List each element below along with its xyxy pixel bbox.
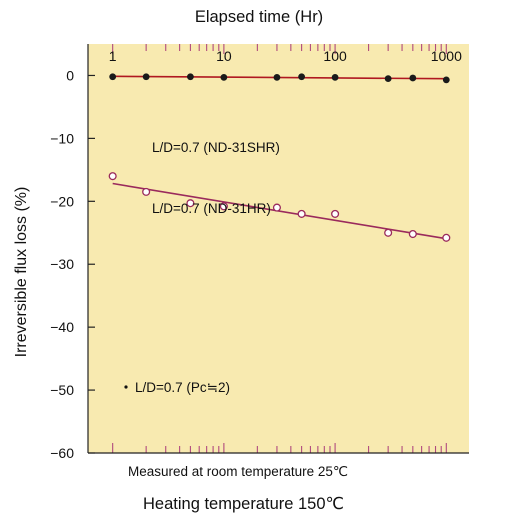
point-s1-8 <box>408 229 417 239</box>
y-tick-label-2: −20 <box>50 193 74 209</box>
x-tick-label-100: 100 <box>323 48 347 64</box>
point-s0-1 <box>142 73 150 81</box>
annotation-bullet <box>124 385 128 389</box>
point-s0-3 <box>220 73 228 81</box>
point-s0-7 <box>384 75 392 83</box>
point-s1-3 <box>219 202 228 211</box>
y-axis-title: Irreversible flux loss (%) <box>13 187 30 358</box>
point-s0-8 <box>409 74 417 82</box>
point-s1-1 <box>142 187 151 196</box>
point-s0-5 <box>298 73 306 81</box>
annotation-pc2: L/D=0.7 (Pc≒2) <box>135 380 230 395</box>
top-axis-title: Elapsed time (Hr) <box>195 8 323 26</box>
measurement-note: Measured at room temperature 25℃ <box>128 464 348 479</box>
trend-line-1 <box>112 182 447 240</box>
y-tick-label-1: −10 <box>50 130 74 146</box>
x-tick-label-1: 1 <box>109 48 117 64</box>
point-s0-6 <box>331 73 339 81</box>
y-tick-label-0: 0 <box>66 67 74 83</box>
point-s1-6 <box>331 209 340 218</box>
point-s1-4 <box>272 203 281 212</box>
data-points <box>108 73 451 242</box>
y-tick-label-6: −60 <box>50 445 74 461</box>
minor-tick-marks <box>112 44 447 453</box>
x-tick-label-10: 10 <box>216 48 232 64</box>
point-s0-0 <box>109 73 117 81</box>
point-s0-9 <box>442 76 450 84</box>
point-s1-9 <box>442 233 451 242</box>
point-s1-7 <box>384 228 393 237</box>
point-s0-2 <box>187 73 194 81</box>
point-s1-5 <box>297 209 306 218</box>
x-tick-label-1000: 1000 <box>431 48 462 64</box>
series-label-nd31hr: L/D=0.7 (ND-31HR) <box>152 201 271 216</box>
heating-temperature-note: Heating temperature 150℃ <box>143 495 344 513</box>
major-tick-marks <box>88 74 95 454</box>
series-label-nd31shr: L/D=0.7 (ND-31SHR) <box>152 140 280 155</box>
point-s1-0 <box>108 172 117 181</box>
y-tick-label-4: −40 <box>50 319 74 335</box>
tick-labels: 1 10 100 1000 0 −10 −20 −30 −40 −50 −60 <box>50 48 462 461</box>
y-tick-label-3: −30 <box>50 256 74 272</box>
point-s1-2 <box>186 199 195 208</box>
y-tick-label-5: −50 <box>50 382 74 398</box>
plot-background <box>88 44 469 453</box>
point-s0-4 <box>273 73 281 81</box>
